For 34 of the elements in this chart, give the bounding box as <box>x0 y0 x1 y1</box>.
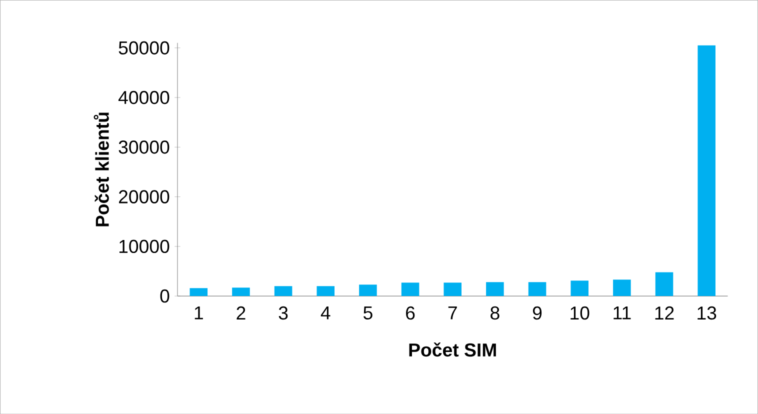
bar <box>401 282 420 296</box>
bar <box>528 282 546 296</box>
y-tick-label: 30000 <box>118 140 170 154</box>
bar <box>316 286 335 296</box>
x-tick-label: 4 <box>320 306 330 320</box>
bar <box>613 280 631 296</box>
y-tick-label: 40000 <box>118 90 170 104</box>
bar <box>359 284 377 296</box>
bar <box>274 286 292 296</box>
bar <box>486 282 504 296</box>
x-axis-title: Počet SIM <box>409 342 496 356</box>
x-tick-label: 13 <box>698 306 716 320</box>
x-tick-label: 9 <box>532 306 542 320</box>
bar <box>655 272 674 296</box>
y-tick-label: 10000 <box>119 240 170 253</box>
x-tick-label: 11 <box>614 306 631 320</box>
y-tick-label: 20000 <box>119 190 170 204</box>
bar <box>190 288 208 296</box>
x-tick-label: 10 <box>570 306 590 320</box>
x-tick-label: 7 <box>448 306 457 320</box>
x-tick-label: 2 <box>236 306 246 320</box>
x-tick-label: 8 <box>490 306 500 320</box>
x-tick-label: 3 <box>278 306 288 320</box>
bar <box>444 282 462 296</box>
y-tick-label: 0 <box>160 289 170 303</box>
bar <box>570 280 588 296</box>
x-tick-label: 5 <box>364 306 372 320</box>
x-tick-label: 1 <box>194 306 203 320</box>
bar <box>232 288 250 296</box>
x-tick-label: 12 <box>655 306 674 320</box>
y-axis-title: Počet klientů <box>94 112 109 226</box>
bar <box>698 45 716 296</box>
x-tick-label: 6 <box>406 306 415 320</box>
y-tick-label: 50000 <box>118 41 170 54</box>
